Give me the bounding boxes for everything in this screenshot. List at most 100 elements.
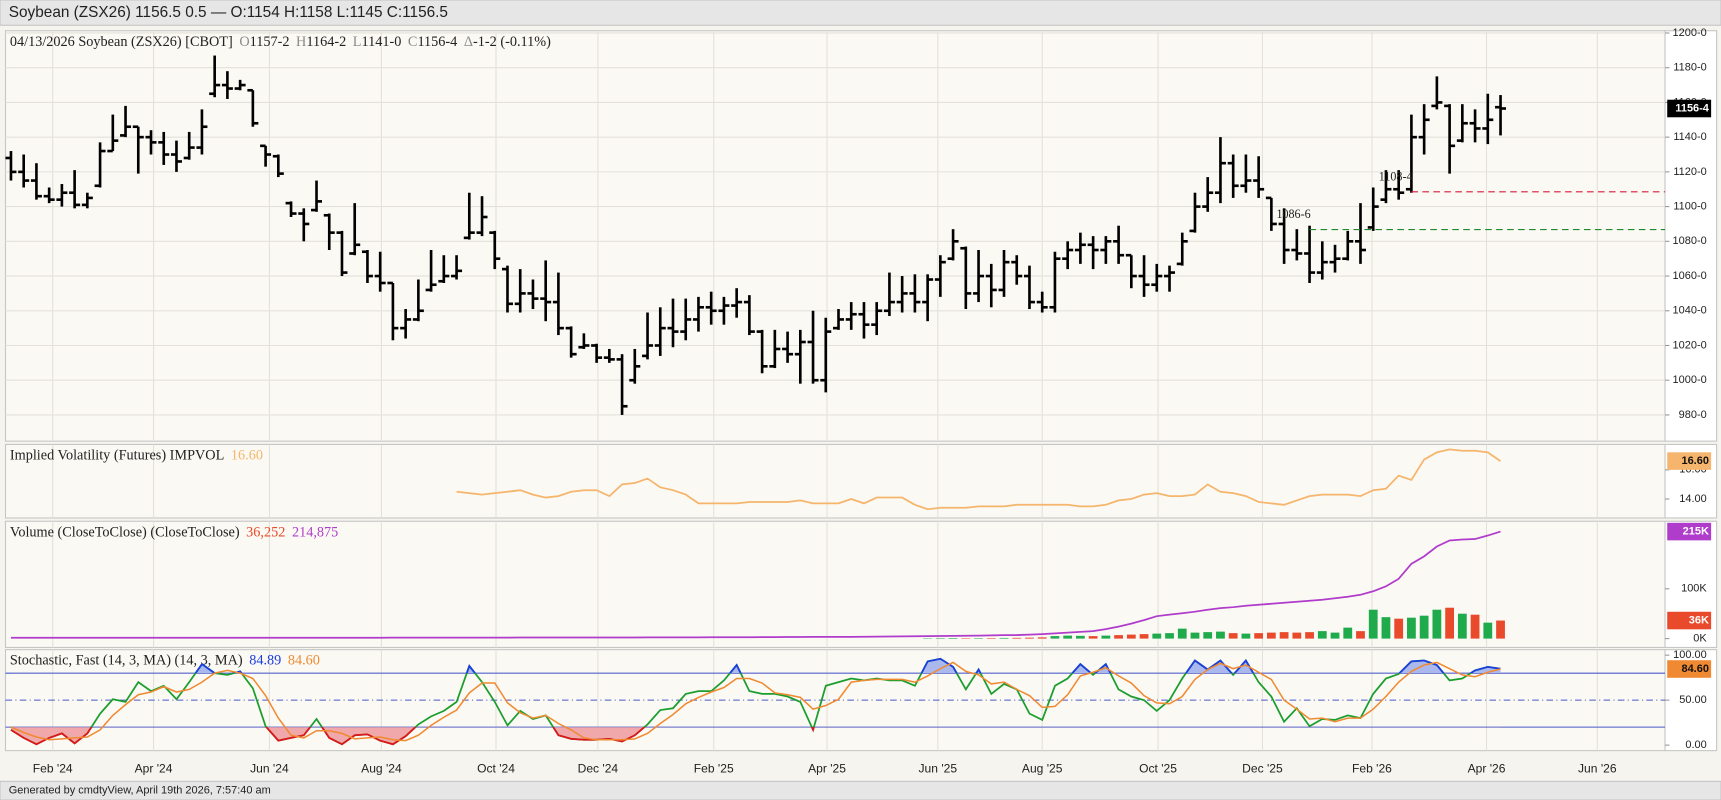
- x-tick-label: Jun '26: [1578, 761, 1617, 775]
- volume-bar: [1012, 637, 1022, 639]
- x-tick-label: Jun '25: [919, 761, 958, 775]
- y-tick-label: 1200-0: [1673, 27, 1707, 39]
- panel-legend: 04/13/2026 Soybean (ZSX26) [CBOT] O1157-2…: [10, 34, 551, 50]
- legend-key: L: [353, 34, 362, 50]
- last-value-tag: [1667, 522, 1712, 541]
- volume-bar: [1152, 633, 1162, 639]
- footer-bar: [0, 780, 1721, 800]
- y-tick-label: 1020-0: [1673, 339, 1707, 351]
- volume-bar: [1470, 614, 1480, 639]
- volume-bar: [1037, 637, 1047, 639]
- last-value-tag-label: 215K: [1683, 525, 1709, 537]
- volume-bar: [1114, 635, 1123, 639]
- x-tick-label: Aug '25: [1022, 761, 1063, 775]
- legend-value: 1164-2: [306, 34, 346, 50]
- volume-bar: [1177, 628, 1187, 639]
- x-tick-label: Jun '24: [250, 761, 289, 775]
- series-line: [456, 448, 1501, 511]
- legend-key: Δ: [464, 34, 473, 50]
- volume-bar: [1343, 627, 1353, 639]
- last-value-tag: [1667, 99, 1712, 118]
- volume-bar: [1025, 637, 1034, 639]
- x-tick-label: Apr '24: [135, 761, 173, 775]
- legend-value: 84.89: [249, 653, 281, 669]
- y-tick-label: 1120-0: [1673, 166, 1706, 178]
- y-tick-label: 0.00: [1685, 739, 1706, 751]
- x-tick-label: Apr '25: [808, 761, 846, 775]
- x-tick-label: Oct '25: [1139, 761, 1177, 775]
- last-value-tag-label: 16.60: [1681, 455, 1708, 467]
- legend-value: 1157-2: [250, 34, 290, 50]
- volume-bar: [1088, 636, 1098, 639]
- volume-bar: [1330, 632, 1340, 639]
- header-bar: [0, 0, 1721, 26]
- legend-value: 16.60: [231, 448, 263, 464]
- x-tick-label: Apr '26: [1468, 761, 1506, 775]
- oversold-fill: [10, 727, 1501, 745]
- panel-background: [4, 30, 1666, 442]
- series-line: [10, 530, 1501, 639]
- volume-bar: [1279, 632, 1289, 639]
- volume-bar: [1419, 615, 1429, 639]
- y-tick-label: 1040-0: [1673, 305, 1707, 317]
- volume-bar: [1496, 620, 1505, 639]
- y-tick-label: 100.00: [1673, 649, 1707, 661]
- x-tick-label: Feb '25: [694, 761, 734, 775]
- y-tick-label: 14.00: [1679, 493, 1706, 505]
- volume-bar: [948, 637, 958, 639]
- volume-bar: [1165, 633, 1174, 639]
- reference-label: 1108-4: [1379, 169, 1413, 183]
- x-tick-label: Dec '24: [578, 761, 619, 775]
- volume-bar: [1368, 609, 1378, 639]
- volume-bar: [1139, 634, 1149, 639]
- volume-bar: [1254, 633, 1264, 639]
- panel-legend: Implied Volatility (Futures) IMPVOL 16.60: [10, 448, 263, 464]
- axis-background: [1664, 30, 1718, 442]
- y-tick-label: 1180-0: [1673, 62, 1706, 74]
- volume-bar: [1407, 617, 1416, 639]
- volume-bar: [1203, 632, 1213, 639]
- legend-key: C: [408, 34, 418, 50]
- y-tick-label: 1060-0: [1673, 270, 1707, 282]
- volume-bar: [1292, 632, 1302, 639]
- x-tick-label: Feb '26: [1352, 761, 1392, 775]
- x-tick-label: Oct '24: [477, 761, 515, 775]
- volume-bar: [1101, 635, 1111, 639]
- volume-bar: [1394, 618, 1404, 639]
- volume-bar: [1305, 632, 1314, 639]
- legend-value: -1-2 (-0.11%): [473, 34, 551, 50]
- x-tick-label: Aug '24: [361, 761, 402, 775]
- x-tick-label: Dec '25: [1242, 761, 1283, 775]
- volume-bar: [1126, 634, 1136, 639]
- volume-bar: [1076, 635, 1085, 639]
- volume-bar: [1356, 631, 1365, 639]
- last-value-tag: [1667, 611, 1712, 630]
- last-value-tag-label: 1156-4: [1675, 102, 1709, 114]
- header-text: Soybean (ZSX26) 1156.5 0.5 — O:1154 H:11…: [9, 4, 448, 21]
- y-tick-label: 1000-0: [1673, 374, 1707, 386]
- legend-key: H: [296, 34, 306, 50]
- volume-bar: [1190, 632, 1200, 639]
- legend-title: 04/13/2026 Soybean (ZSX26) [CBOT]: [10, 34, 233, 50]
- last-value-tag-label: 36K: [1689, 614, 1709, 626]
- y-tick-label: 980-0: [1679, 409, 1707, 421]
- panel-background: [4, 443, 1666, 519]
- volume-bar: [1241, 633, 1251, 639]
- panel-legend: Volume (CloseToClose) (CloseToClose) 36,2…: [10, 525, 338, 541]
- volume-bar: [999, 637, 1009, 639]
- volume-bar: [1063, 635, 1073, 639]
- last-value-tag: [1667, 452, 1712, 470]
- legend-key: O: [239, 34, 249, 50]
- volume-bar: [1483, 622, 1493, 639]
- volume-bar: [1445, 607, 1454, 639]
- series-line-overbought: [194, 657, 1501, 674]
- reference-label: 1086-6: [1276, 207, 1310, 221]
- legend-value: 214,875: [292, 525, 338, 541]
- legend-value: 84.60: [288, 653, 320, 669]
- volume-bar: [1228, 633, 1238, 639]
- volume-bar: [986, 638, 996, 639]
- volume-bar: [1050, 636, 1060, 639]
- legend-title: Implied Volatility (Futures) IMPVOL: [10, 448, 224, 464]
